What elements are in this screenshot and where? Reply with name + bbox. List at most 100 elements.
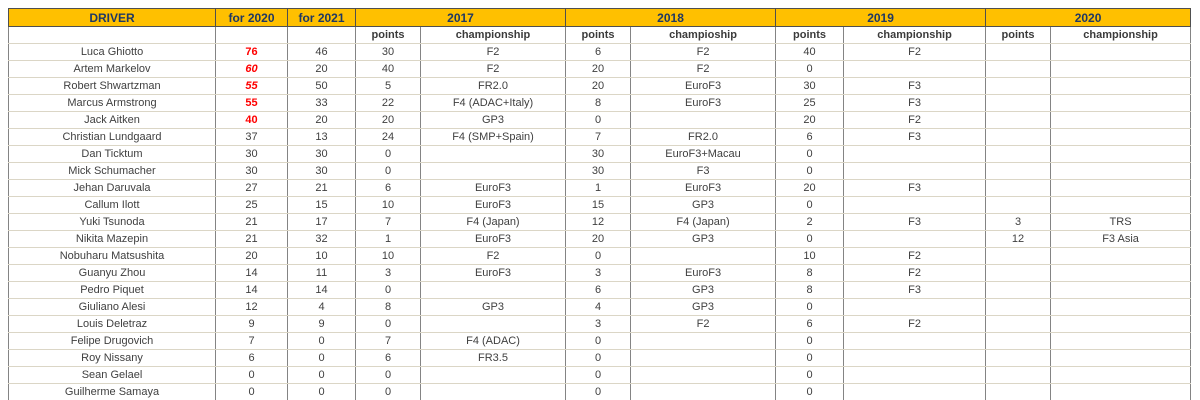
for-2021-points-cell[interactable]: 11 — [287, 264, 356, 282]
championship-2018-cell[interactable]: F2 — [630, 60, 777, 78]
points-2017-cell[interactable]: 0 — [355, 145, 421, 163]
for-2021-points-cell[interactable]: 10 — [287, 247, 356, 265]
points-2019-cell[interactable]: 0 — [775, 366, 845, 384]
driver-name-cell[interactable]: Louis Deletraz — [8, 315, 216, 333]
driver-name-cell[interactable]: Giuliano Alesi — [8, 298, 216, 316]
championship-2019-cell[interactable] — [843, 145, 987, 163]
for-2021-points-cell[interactable]: 9 — [287, 315, 356, 333]
championship-2017-cell[interactable]: EuroF3 — [419, 230, 567, 248]
championship-2019-cell[interactable] — [843, 60, 987, 78]
empty-header-cell[interactable] — [8, 26, 216, 44]
points-2017-cell[interactable]: 40 — [355, 60, 421, 78]
driver-name-cell[interactable]: Callum Ilott — [8, 196, 216, 214]
year-2019-header[interactable]: 2019 — [775, 8, 987, 27]
for-2020-points-cell[interactable]: 27 — [215, 179, 288, 197]
championship-2018-cell[interactable] — [630, 111, 777, 129]
championship-2019-cell[interactable] — [843, 162, 987, 180]
championship-2020-cell[interactable] — [1050, 281, 1192, 299]
championship-2017-cell[interactable]: F2 — [419, 43, 567, 61]
driver-name-cell[interactable]: Robert Shwartzman — [8, 77, 216, 95]
for-2020-points-cell[interactable]: 30 — [215, 162, 288, 180]
points-2020-cell[interactable] — [985, 60, 1052, 78]
for-2021-points-cell[interactable]: 32 — [287, 230, 356, 248]
championship-2019-cell[interactable] — [843, 383, 987, 400]
championship-2017-cell[interactable] — [419, 383, 567, 400]
for-2021-points-cell[interactable]: 30 — [287, 145, 356, 163]
points-2018-cell[interactable]: 0 — [565, 383, 632, 400]
championship-2018-cell[interactable]: F2 — [630, 43, 777, 61]
points-2018-cell[interactable]: 1 — [565, 179, 632, 197]
championship-2018-cell[interactable]: GP3 — [630, 196, 777, 214]
points-2017-cell[interactable]: 24 — [355, 128, 421, 146]
for-2021-points-cell[interactable]: 0 — [287, 332, 356, 350]
points-2017-cell[interactable]: 6 — [355, 179, 421, 197]
points-2019-cell[interactable]: 8 — [775, 264, 845, 282]
points-2020-cell[interactable] — [985, 349, 1052, 367]
championship-2019-cell[interactable]: F2 — [843, 264, 987, 282]
championship-2020-cell[interactable] — [1050, 128, 1192, 146]
championship-2020-cell[interactable] — [1050, 366, 1192, 384]
points-2020-cell[interactable] — [985, 264, 1052, 282]
points-2017-cell[interactable]: 7 — [355, 332, 421, 350]
points-2020-cell[interactable] — [985, 179, 1052, 197]
championship-2017-cell[interactable] — [419, 366, 567, 384]
driver-name-cell[interactable]: Guilherme Samaya — [8, 383, 216, 400]
points-2020-cell[interactable] — [985, 366, 1052, 384]
championship-2020-cell[interactable] — [1050, 298, 1192, 316]
points-2017-cell[interactable]: 10 — [355, 247, 421, 265]
points-2020-cell[interactable] — [985, 383, 1052, 400]
championship-2017-cell[interactable]: GP3 — [419, 298, 567, 316]
championship-2017-cell[interactable]: F4 (Japan) — [419, 213, 567, 231]
championship-2020-cell[interactable] — [1050, 111, 1192, 129]
for-2020-column-header[interactable]: for 2020 — [215, 8, 288, 27]
points-2018-cell[interactable]: 8 — [565, 94, 632, 112]
championship-2020-subheader[interactable]: championship — [1050, 26, 1192, 44]
points-2019-cell[interactable]: 8 — [775, 281, 845, 299]
points-2019-cell[interactable]: 0 — [775, 349, 845, 367]
championship-2017-cell[interactable]: GP3 — [419, 111, 567, 129]
championship-2018-cell[interactable] — [630, 383, 777, 400]
for-2020-points-cell[interactable]: 76 — [215, 43, 288, 61]
points-2019-cell[interactable]: 20 — [775, 179, 845, 197]
for-2020-points-cell[interactable]: 20 — [215, 247, 288, 265]
driver-name-cell[interactable]: Dan Ticktum — [8, 145, 216, 163]
championship-2017-cell[interactable]: F4 (SMP+Spain) — [419, 128, 567, 146]
championship-2020-cell[interactable] — [1050, 332, 1192, 350]
year-2017-header[interactable]: 2017 — [354, 8, 567, 27]
points-2019-cell[interactable]: 6 — [775, 128, 845, 146]
driver-name-cell[interactable]: Roy Nissany — [8, 349, 216, 367]
points-2020-cell[interactable] — [985, 196, 1052, 214]
championship-2017-cell[interactable]: F2 — [419, 60, 567, 78]
for-2021-points-cell[interactable]: 50 — [287, 77, 356, 95]
championship-2020-cell[interactable] — [1050, 77, 1192, 95]
championship-2017-cell[interactable]: F4 (ADAC) — [419, 332, 567, 350]
championship-2018-cell[interactable]: GP3 — [630, 230, 777, 248]
points-2019-subheader[interactable]: points — [775, 26, 845, 44]
championship-2017-cell[interactable]: EuroF3 — [419, 264, 567, 282]
championship-2019-cell[interactable]: F3 — [843, 281, 987, 299]
driver-name-cell[interactable]: Artem Markelov — [8, 60, 216, 78]
championship-2018-cell[interactable] — [630, 366, 777, 384]
points-2020-cell[interactable] — [985, 332, 1052, 350]
for-2020-points-cell[interactable]: 55 — [215, 94, 288, 112]
points-2020-cell[interactable]: 3 — [985, 213, 1052, 231]
points-2017-cell[interactable]: 10 — [355, 196, 421, 214]
points-2018-cell[interactable]: 12 — [565, 213, 632, 231]
championship-2018-cell[interactable]: GP3 — [630, 298, 777, 316]
points-2017-cell[interactable]: 0 — [355, 162, 421, 180]
points-2019-cell[interactable]: 40 — [775, 43, 845, 61]
for-2021-points-cell[interactable]: 13 — [287, 128, 356, 146]
points-2019-cell[interactable]: 10 — [775, 247, 845, 265]
points-2018-cell[interactable]: 0 — [565, 332, 632, 350]
points-2019-cell[interactable]: 20 — [775, 111, 845, 129]
championship-2018-cell[interactable]: FR2.0 — [630, 128, 777, 146]
points-2020-cell[interactable] — [985, 111, 1052, 129]
points-2017-cell[interactable]: 0 — [355, 366, 421, 384]
for-2021-points-cell[interactable]: 21 — [287, 179, 356, 197]
points-2017-cell[interactable]: 0 — [355, 281, 421, 299]
points-2018-cell[interactable]: 20 — [565, 230, 632, 248]
championship-2017-cell[interactable]: FR3.5 — [419, 349, 567, 367]
points-2017-cell[interactable]: 30 — [355, 43, 421, 61]
for-2020-points-cell[interactable]: 60 — [215, 60, 288, 78]
championship-2019-cell[interactable]: F2 — [843, 247, 987, 265]
